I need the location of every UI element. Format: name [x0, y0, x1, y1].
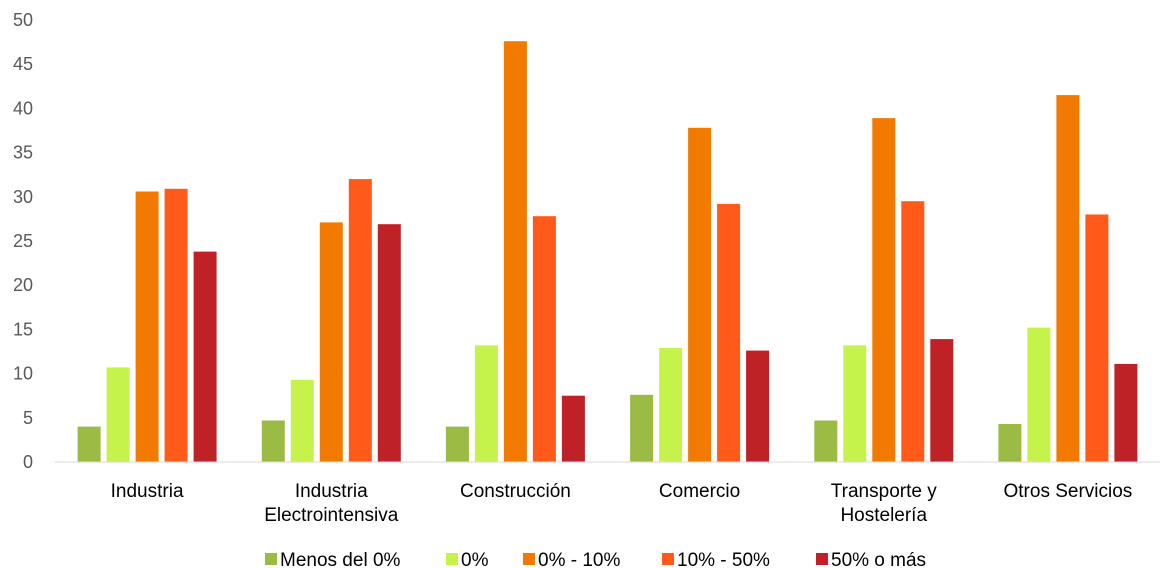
category-label: Hostelería [840, 505, 927, 526]
y-tick-label: 0 [23, 452, 33, 472]
bar-3-0 [630, 394, 654, 462]
legend-swatch [523, 553, 535, 565]
bar-1-1 [290, 379, 314, 462]
bar-0-3 [164, 188, 188, 463]
y-tick-label: 45 [13, 54, 33, 74]
legend-label: 10% - 50% [677, 550, 770, 568]
category-label: Industria [295, 481, 368, 502]
bar-0-4 [193, 251, 217, 462]
y-tick-label: 40 [13, 98, 33, 118]
bar-0-1 [106, 367, 130, 462]
y-tick-label: 25 [13, 231, 33, 251]
bar-2-2 [503, 41, 527, 462]
bar-2-1 [474, 345, 498, 462]
bar-5-2 [1056, 95, 1080, 462]
y-axis-ticks: 0 5 10 15 20 25 30 35 40 45 50 [13, 10, 33, 472]
legend-label: Menos del 0% [280, 550, 401, 568]
bar-4-0 [814, 420, 838, 462]
bar-5-1 [1027, 327, 1051, 462]
category-label: Comercio [659, 481, 740, 502]
category-label: Otros Servicios [1004, 481, 1133, 502]
legend-swatch [265, 553, 277, 565]
bar-0-0 [77, 426, 101, 462]
category-label: Industria [111, 481, 184, 502]
bar-1-2 [319, 222, 343, 462]
legend-label: 0% - 10% [538, 550, 620, 568]
bar-5-3 [1085, 214, 1109, 462]
bars [77, 41, 1138, 463]
bar-3-3 [717, 203, 741, 462]
bar-4-1 [843, 345, 867, 462]
legend: Menos del 0% 0% 0% - 10% 10% - 50% 50% o más [265, 550, 926, 568]
bar-1-3 [348, 179, 372, 462]
bar-2-4 [561, 395, 585, 462]
bar-2-0 [445, 426, 469, 462]
bar-3-2 [688, 127, 712, 463]
y-tick-label: 20 [13, 275, 33, 295]
y-tick-label: 30 [13, 187, 33, 207]
bar-1-4 [377, 224, 401, 462]
bar-3-4 [746, 350, 770, 462]
legend-swatch [816, 553, 828, 565]
y-tick-label: 10 [13, 364, 33, 384]
y-tick-label: 15 [13, 319, 33, 339]
bar-5-0 [998, 424, 1022, 462]
bar-0-2 [135, 191, 159, 462]
y-tick-label: 5 [23, 408, 33, 428]
bar-1-0 [261, 420, 285, 462]
bar-5-4 [1114, 363, 1138, 462]
legend-swatch [446, 553, 458, 565]
y-tick-label: 50 [13, 10, 33, 30]
bar-4-4 [930, 339, 954, 462]
category-label: Electrointensiva [264, 505, 399, 526]
legend-label: 0% [461, 550, 489, 568]
legend-swatch [662, 553, 674, 565]
bar-2-3 [532, 216, 556, 462]
category-label: Construcción [460, 481, 571, 502]
bar-3-1 [659, 348, 683, 462]
y-tick-label: 35 [13, 143, 33, 163]
category-labels: Industria Industria Electrointensiva Constr… [111, 481, 1133, 526]
category-label: Transporte y [831, 481, 937, 502]
bar-4-3 [901, 201, 925, 462]
legend-label: 50% o más [831, 550, 926, 568]
bar-4-2 [872, 118, 896, 462]
